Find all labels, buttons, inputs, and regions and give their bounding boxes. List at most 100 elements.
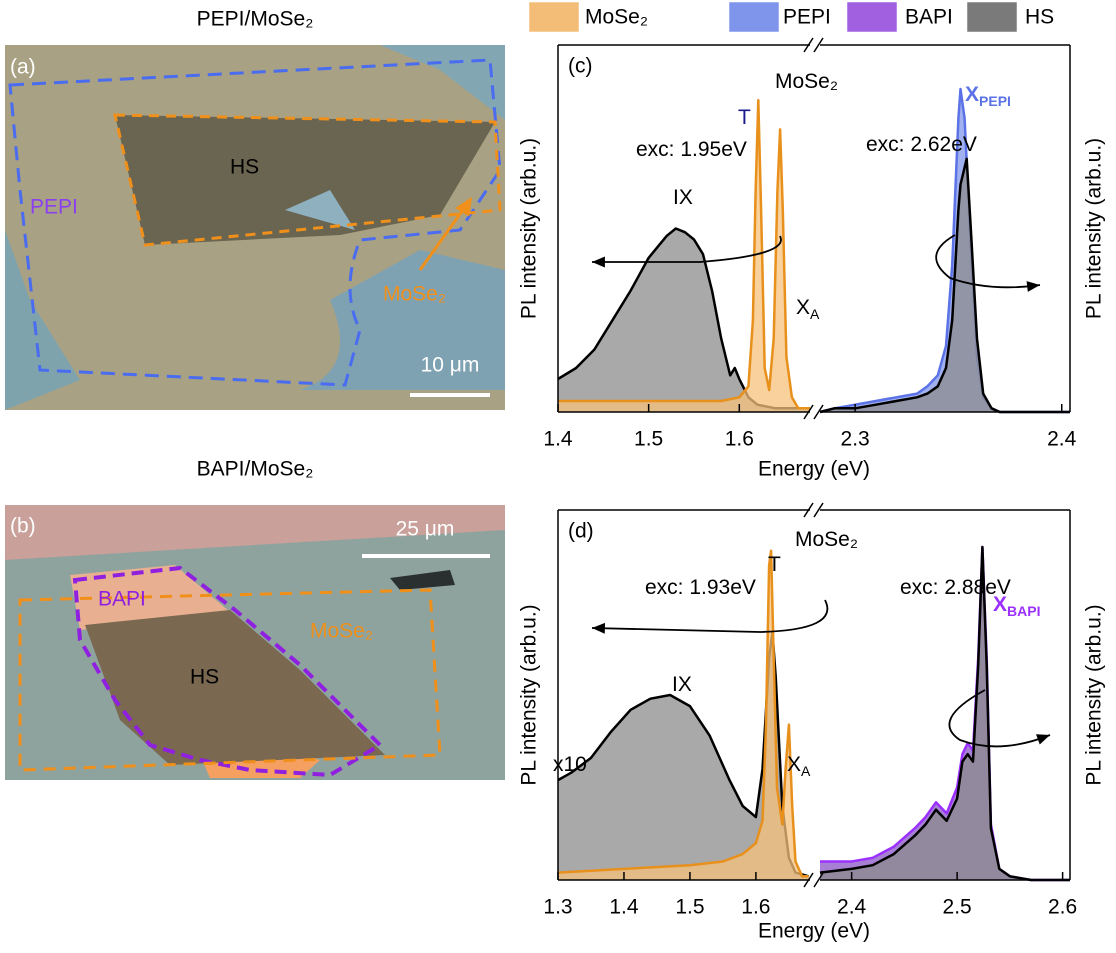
flake — [285, 190, 355, 230]
flake — [390, 570, 455, 590]
annotation-text: X — [993, 593, 1007, 616]
area — [558, 100, 810, 412]
x-axis-label: Energy (eV) — [758, 458, 870, 481]
micrograph-a: (a) HS PEPI MoSe₂ 10 μm — [5, 45, 505, 410]
area — [558, 632, 809, 880]
annotation-text: IX — [673, 186, 693, 209]
axis-break — [803, 502, 814, 518]
annotation-text: exc: 2.62eV — [866, 133, 977, 156]
substrate — [380, 45, 505, 120]
axis-break — [803, 872, 814, 888]
line — [557, 549, 809, 878]
annotation: exc: 1.93eV — [645, 576, 756, 599]
scale-bar-label: 25 μm — [396, 518, 455, 541]
annotation-sub: A — [801, 763, 811, 779]
line — [819, 157, 1070, 414]
legend-swatch — [847, 2, 897, 32]
legend-label: PEPI — [783, 6, 831, 29]
annotation: exc: 2.88eV — [900, 576, 1011, 599]
hs-region — [85, 610, 385, 765]
pointer-head — [455, 196, 472, 217]
x-tick-label: 2.3 — [841, 428, 870, 451]
annotation: x10 — [553, 753, 587, 776]
annotation: MoSe₂ — [775, 70, 838, 93]
legend-label: BAPI — [905, 6, 953, 29]
annotation-sub: A — [810, 306, 820, 322]
panel-label: (b) — [10, 515, 36, 538]
substrate — [5, 505, 505, 560]
x-tick-label: 1.6 — [725, 428, 754, 451]
annotation: IX — [672, 673, 692, 696]
annotation-text: IX — [672, 673, 692, 696]
y-axis-label: PL intensity (arb.u.) — [518, 604, 541, 785]
x-tick-label: 1.3 — [543, 896, 572, 919]
annotation-text: T — [738, 106, 751, 129]
axis-break — [803, 37, 814, 53]
substrate — [5, 230, 80, 410]
legend-label: MoSe₂ — [585, 6, 648, 29]
substrate — [300, 250, 505, 390]
annotation: exc: 1.95eV — [636, 138, 747, 161]
line — [557, 630, 810, 878]
x-axis-label: Energy (eV) — [758, 920, 870, 943]
annotation: IX — [673, 186, 693, 209]
arrow-head — [1036, 734, 1050, 745]
y2-axis-label: PL intensity (arb.u.) — [1083, 138, 1106, 319]
pepi-label: PEPI — [30, 196, 78, 219]
arrow — [948, 689, 1051, 748]
annotation-text: MoSe₂ — [795, 528, 858, 551]
line — [819, 545, 1070, 882]
arrow — [591, 599, 829, 633]
arrow-head — [1026, 281, 1040, 292]
x-tick-label: 2.5 — [943, 896, 972, 919]
x-tick-label: 1.5 — [675, 896, 704, 919]
annotation: T — [738, 106, 751, 129]
panel-title: PEPI/MoSe₂ — [197, 8, 314, 31]
panel-label: (c) — [568, 55, 593, 78]
annotation: XA — [796, 296, 820, 322]
micrograph-b: (b) HS BAPI MoSe₂ 25 μm — [5, 505, 505, 780]
hs-label: HS — [230, 156, 259, 179]
annotation: MoSe₂ — [795, 528, 858, 551]
area — [558, 550, 809, 880]
annotation-text: X — [787, 753, 801, 776]
x-tick-label: 1.5 — [634, 428, 663, 451]
annotation: XBAPI — [993, 593, 1040, 619]
annotation-text: x10 — [553, 753, 587, 776]
x-tick-label: 1.4 — [543, 428, 573, 451]
panel-title: BAPI/MoSe₂ — [197, 458, 314, 481]
y-axis-label: PL intensity (arb.u.) — [518, 138, 541, 319]
annotation-text: exc: 1.93eV — [645, 576, 756, 599]
chart: 1.3 1.4 1.5 1.6 2.4 2.5 2.6 Energy (eV) PL inten… — [518, 502, 1106, 943]
annotation-sub: BAPI — [1007, 603, 1040, 619]
line — [558, 98, 810, 410]
annotation: T — [768, 553, 781, 576]
arrow — [592, 235, 782, 263]
annotation-text: exc: 1.95eV — [636, 138, 747, 161]
chart: 1.4 1.5 1.6 2.3 2.4 Energy (eV) PL intensity (… — [518, 37, 1106, 481]
hs-region — [115, 115, 495, 245]
annotation: exc: 2.62eV — [866, 133, 977, 156]
mose2-label: MoSe₂ — [310, 620, 373, 643]
legend-swatch — [529, 2, 579, 32]
x-tick-label: 1.4 — [609, 896, 639, 919]
panel-label: (d) — [568, 520, 594, 543]
annotation-text: MoSe₂ — [775, 70, 838, 93]
annotation: XPEPI — [965, 83, 1011, 109]
scale-bar-label: 10 μm — [421, 354, 480, 377]
mose2-outline — [113, 113, 502, 247]
area — [558, 228, 810, 412]
annotation-text: X — [965, 83, 979, 106]
panel-label: (a) — [10, 56, 36, 79]
legend: MoSe₂ PEPI BAPI HS — [529, 2, 1054, 32]
axis-break — [813, 502, 824, 518]
x-tick-label: 2.4 — [837, 896, 867, 919]
legend-swatch — [729, 2, 779, 32]
axis-break — [813, 872, 824, 888]
legend-swatch — [967, 2, 1017, 32]
arrow — [935, 234, 1041, 289]
axis-break — [803, 404, 814, 420]
annotation: XA — [787, 753, 811, 779]
